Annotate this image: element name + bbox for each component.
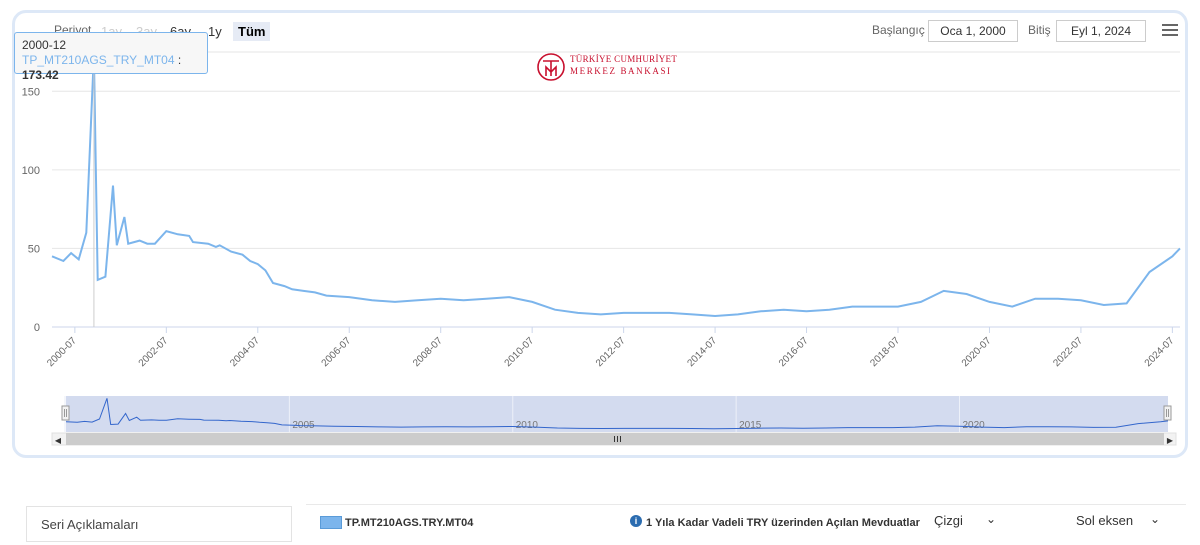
- x-tick-label: 2000-07: [45, 335, 79, 369]
- footer-divider: [306, 504, 1186, 505]
- navigator-year-label: 2015: [739, 420, 762, 431]
- tooltip-date: 2000-12: [22, 38, 67, 52]
- x-tick-label: 2008-07: [411, 335, 445, 369]
- navigator-year-label: 2020: [963, 420, 986, 431]
- tooltip-series-name: TP_MT210AGS_TRY_MT04: [22, 53, 175, 67]
- logo-line2: MERKEZ BANKASI: [570, 66, 672, 76]
- axis-select[interactable]: Sol eksen: [1076, 513, 1134, 528]
- line-chart[interactable]: 0 50 100 150 2000-07 2002-07 2004-07 2006-07 20…: [0, 0, 1200, 460]
- scrollbar-grip: [614, 436, 621, 442]
- scrollbar-right-arrow[interactable]: ▶: [1167, 436, 1174, 445]
- hamburger-menu-icon[interactable]: [1162, 24, 1178, 38]
- y-tick-label: 0: [34, 322, 40, 334]
- series-code[interactable]: TP.MT210AGS.TRY.MT04: [345, 517, 474, 529]
- x-tick-label: 2014-07: [685, 335, 719, 369]
- chart-type-select[interactable]: Çizgi: [934, 513, 963, 528]
- navigator-line: [65, 398, 1169, 430]
- x-tick-label: 2004-07: [228, 335, 262, 369]
- end-date-label: Bitiş: [1028, 23, 1051, 37]
- navigator-handle-right[interactable]: [1163, 405, 1172, 421]
- x-tick-label: 2010-07: [503, 335, 537, 369]
- x-tick-label: 2006-07: [320, 335, 354, 369]
- start-date-input[interactable]: Oca 1, 2000: [928, 20, 1018, 42]
- y-tick-label: 50: [28, 243, 40, 255]
- x-tick-label: 2016-07: [777, 335, 811, 369]
- series-line[interactable]: [51, 54, 1181, 318]
- x-tick-label: 2022-07: [1051, 335, 1085, 369]
- axis-chevron-down-icon[interactable]: ⌄: [1150, 512, 1161, 526]
- navigator-handle-left[interactable]: [61, 405, 70, 421]
- tcmb-logo: TÜRKİYE CUMHURİYET MERKEZ BANKASI: [536, 52, 678, 82]
- tcmb-emblem-icon: [537, 53, 565, 81]
- range-button-1y[interactable]: 1y: [208, 24, 222, 39]
- navigator-year-label: 2010: [516, 420, 539, 431]
- info-circle-icon[interactable]: i: [630, 515, 642, 527]
- seri-aciklamalari-label: Seri Açıklamaları: [41, 517, 139, 532]
- tooltip: 2000-12 TP_MT210AGS_TRY_MT04 : 173.42: [14, 32, 208, 82]
- chart-type-chevron-down-icon[interactable]: ⌄: [986, 512, 997, 526]
- y-tick-label: 100: [22, 165, 40, 177]
- y-tick-label: 150: [22, 86, 40, 98]
- seri-aciklamalari-tab[interactable]: Seri Açıklamaları: [26, 506, 292, 542]
- navigator-selection[interactable]: [66, 396, 1168, 432]
- series-footer: Seri Açıklamaları TP.MT210AGS.TRY.MT04 i…: [0, 504, 1200, 545]
- start-date-label: Başlangıç: [872, 23, 925, 37]
- logo-line1: TÜRKİYE CUMHURİYET: [570, 54, 678, 64]
- series-description: 1 Yıla Kadar Vadeli TRY üzerinden Açılan…: [646, 517, 920, 529]
- range-button-tum[interactable]: Tüm: [233, 22, 271, 41]
- tooltip-value: 173.42: [22, 68, 59, 82]
- x-tick-label: 2024-07: [1143, 335, 1177, 369]
- x-tick-label: 2020-07: [960, 335, 994, 369]
- x-tick-label: 2002-07: [137, 335, 171, 369]
- legend-swatch: [320, 516, 342, 529]
- chart-card: [12, 10, 1188, 458]
- end-date-input[interactable]: Eyl 1, 2024: [1056, 20, 1146, 42]
- x-tick-label: 2012-07: [594, 335, 628, 369]
- scrollbar-left-arrow[interactable]: ◀: [55, 436, 62, 445]
- x-tick-label: 2018-07: [868, 335, 902, 369]
